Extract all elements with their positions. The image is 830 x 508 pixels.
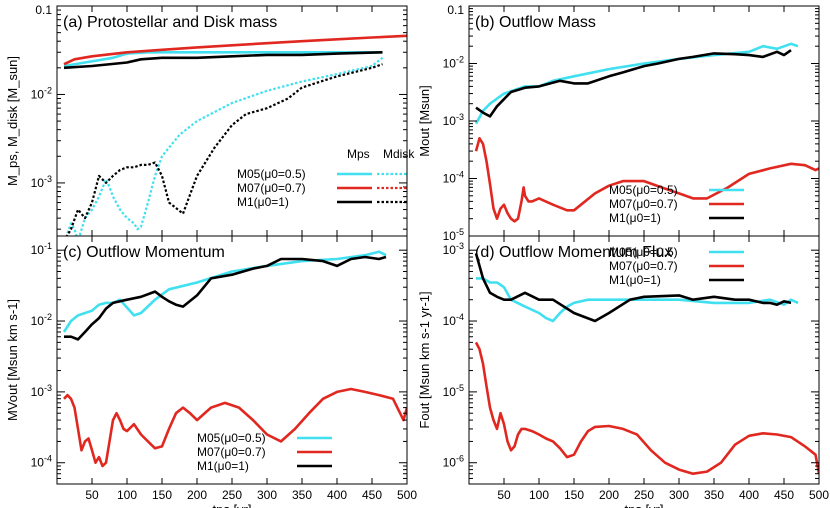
y-tick-label: 10-3 (443, 112, 464, 128)
legend-label: M1(μ0=1) (197, 459, 249, 473)
panel-3: 50 100 150 200 250 300 350 400 450 500 10-4 10-3 10-… (5, 235, 417, 508)
y-tick-label: 10-4 (443, 170, 464, 186)
legend-header: Mdisk (383, 147, 415, 161)
series-line (63, 51, 383, 68)
x-tick-label: 100 (529, 488, 549, 502)
x-tick-label: 200 (599, 488, 619, 502)
legend-label: M05(μ0=0.5) (197, 431, 266, 445)
x-tick-label: 250 (634, 488, 654, 502)
x-tick-label: 300 (669, 488, 689, 502)
y-tick-label: 10-4 (31, 454, 52, 470)
y-tick-label: 0.1 (35, 3, 52, 17)
panel-4: 50 100 150 200 250 300 350 400 450 500 10-6 10-5 10-… (417, 235, 829, 508)
legend-label: M1(μ0=1) (609, 211, 661, 225)
x-tick-label: 400 (327, 488, 347, 502)
y-tick-label: 10-2 (443, 55, 464, 71)
series-line (65, 63, 383, 236)
legend: M05(μ0=0.5)M07(μ0=0.7)M1(μ0=1) (197, 431, 332, 473)
panel-2: 10-5 10-4 10-3 10-2 0.1 (b) Outflow Mass Mout … (417, 3, 820, 243)
series-line (63, 387, 407, 468)
x-tick-label: 450 (774, 488, 794, 502)
x-tick-label: 100 (117, 488, 137, 502)
x-tick-label: 350 (704, 488, 724, 502)
x-axis-label: tps [yr] (212, 502, 251, 508)
series-line (62, 250, 387, 333)
y-axis-label: M_ps, M_disk [M_sun] (5, 56, 20, 186)
y-tick-label: 10-5 (443, 227, 464, 243)
legend-label: M07(μ0=0.7) (197, 445, 266, 459)
series-line (63, 51, 383, 70)
series-line (475, 49, 792, 118)
legend-label: M05(μ0=0.5) (609, 183, 678, 197)
x-tick-label: 50 (497, 488, 511, 502)
y-tick-label: 10-4 (443, 312, 464, 328)
x-tick-label: 500 (397, 488, 417, 502)
x-tick-label: 400 (739, 488, 759, 502)
y-tick-label: 10-3 (443, 241, 464, 257)
y-tick-label: 10-2 (31, 85, 52, 101)
y-tick-label: 10-3 (31, 174, 52, 190)
y-tick-label: 10-1 (31, 241, 52, 257)
panel-1: 10-3 10-2 0.1 (a) Protostellar and Disk mas… (5, 3, 415, 237)
legend-label: M07(μ0=0.7) (609, 259, 678, 273)
y-tick-label: 0.1 (447, 3, 464, 17)
series-line (66, 56, 384, 236)
y-axis-label: Fout [Msun km s-1 yr-1] (417, 291, 432, 428)
legend: Mps Mdisk M05(μ0=0.5)M07(μ0=0.7)M1(μ0=1) (237, 147, 415, 209)
legend-label: M07(μ0=0.7) (237, 181, 306, 195)
legend-label: M05(μ0=0.5) (237, 167, 306, 181)
y-axis-label: Mout [Msun] (417, 85, 432, 157)
y-tick-label: 10-3 (31, 383, 52, 399)
x-tick-label: 150 (564, 488, 584, 502)
series-group (62, 250, 407, 468)
panel-title: (c) Outflow Momentum (63, 244, 225, 261)
x-tick-label: 500 (809, 488, 829, 502)
x-axis-label: tps [yr] (624, 502, 663, 508)
legend-label: M1(μ0=1) (237, 195, 289, 209)
x-tick-label: 450 (362, 488, 382, 502)
x-tick-label: 250 (222, 488, 242, 502)
y-axis-label: MVout [Msun km s-1] (5, 299, 20, 421)
legend: M05(μ0=0.5)M07(μ0=0.7)M1(μ0=1) (609, 245, 744, 287)
legend-label: M05(μ0=0.5) (609, 245, 678, 259)
series-group (63, 34, 407, 236)
series-line (474, 253, 792, 323)
series-group (474, 253, 819, 475)
x-tick-label: 50 (85, 488, 99, 502)
legend-label: M07(μ0=0.7) (609, 197, 678, 211)
x-tick-label: 200 (187, 488, 207, 502)
panel-title: (d) Outflow Momentum Flux (475, 244, 672, 261)
x-tick-label: 350 (292, 488, 312, 502)
y-tick-label: 10-6 (443, 454, 464, 470)
series-line (64, 255, 387, 341)
y-tick-label: 10-2 (31, 312, 52, 328)
legend-header: Mps (347, 147, 370, 161)
x-tick-label: 300 (257, 488, 277, 502)
legend-label: M1(μ0=1) (609, 273, 661, 287)
series-line (474, 341, 819, 475)
y-tick-label: 10-5 (443, 383, 464, 399)
panel-title: (a) Protostellar and Disk mass (63, 14, 277, 31)
legend: M05(μ0=0.5)M07(μ0=0.7)M1(μ0=1) (609, 183, 744, 225)
panel-title: (b) Outflow Mass (475, 14, 596, 31)
series-line (63, 34, 407, 66)
series-line (474, 42, 799, 125)
x-tick-label: 150 (152, 488, 172, 502)
